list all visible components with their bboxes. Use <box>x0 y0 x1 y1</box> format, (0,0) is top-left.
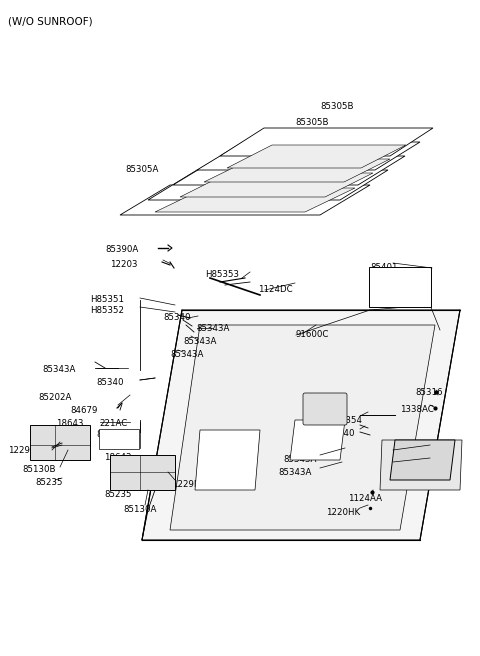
Text: H85363: H85363 <box>391 460 425 469</box>
Polygon shape <box>30 425 90 460</box>
Text: 18643: 18643 <box>104 453 132 462</box>
Text: 1229MA: 1229MA <box>172 480 207 489</box>
Polygon shape <box>110 455 175 490</box>
Text: 18643: 18643 <box>56 419 84 428</box>
Polygon shape <box>197 142 420 170</box>
Text: 1124AA: 1124AA <box>348 494 382 503</box>
Text: 85202A: 85202A <box>38 393 72 402</box>
Polygon shape <box>390 440 455 480</box>
Text: 12203: 12203 <box>110 260 137 269</box>
Text: 85343A: 85343A <box>278 468 312 477</box>
Text: 85305B: 85305B <box>295 118 328 127</box>
Text: 85401: 85401 <box>370 263 397 272</box>
Text: 85390A: 85390A <box>105 245 138 254</box>
Text: H85362: H85362 <box>391 448 425 457</box>
Text: 85235: 85235 <box>35 478 62 487</box>
Text: 85340: 85340 <box>96 378 123 387</box>
FancyBboxPatch shape <box>99 429 139 449</box>
Text: 85343A: 85343A <box>283 455 316 464</box>
Text: 85343A: 85343A <box>183 337 216 346</box>
Polygon shape <box>204 159 390 182</box>
Text: 1124DC: 1124DC <box>258 285 293 294</box>
Text: 1220HK: 1220HK <box>326 508 360 517</box>
Text: 85235: 85235 <box>104 490 132 499</box>
Text: H85352: H85352 <box>90 306 124 315</box>
Text: 85305B: 85305B <box>270 133 303 142</box>
Text: 85343A: 85343A <box>170 350 204 359</box>
Polygon shape <box>180 173 373 197</box>
Polygon shape <box>220 128 433 156</box>
Polygon shape <box>173 156 405 185</box>
Polygon shape <box>142 310 460 540</box>
Text: H85354: H85354 <box>328 416 362 425</box>
Text: 91600C: 91600C <box>296 330 329 339</box>
Polygon shape <box>120 185 370 215</box>
Text: 85305A: 85305A <box>125 165 158 174</box>
Text: 85343A: 85343A <box>196 324 229 333</box>
Polygon shape <box>170 325 435 530</box>
Polygon shape <box>148 170 388 200</box>
Polygon shape <box>380 440 462 490</box>
Text: H85353: H85353 <box>205 270 239 279</box>
Text: 85316: 85316 <box>415 388 443 397</box>
Text: 84679: 84679 <box>70 406 97 415</box>
Polygon shape <box>290 420 345 460</box>
Text: 1229MA: 1229MA <box>8 446 43 455</box>
Text: 85201A: 85201A <box>96 430 130 439</box>
FancyBboxPatch shape <box>369 267 431 307</box>
Text: 85305B: 85305B <box>320 102 353 111</box>
FancyBboxPatch shape <box>303 393 347 425</box>
Polygon shape <box>195 430 260 490</box>
Text: H85351: H85351 <box>90 295 124 304</box>
Text: (W/O SUNROOF): (W/O SUNROOF) <box>8 16 93 26</box>
Text: 85340: 85340 <box>163 313 191 322</box>
Text: 85130B: 85130B <box>22 465 56 474</box>
Text: 85340: 85340 <box>327 429 355 438</box>
Text: 221AC: 221AC <box>99 419 127 428</box>
Text: 85130A: 85130A <box>123 505 156 514</box>
Text: 85305B: 85305B <box>245 149 278 158</box>
Text: 85343A: 85343A <box>42 365 75 374</box>
Text: 1338AC: 1338AC <box>400 405 434 414</box>
Polygon shape <box>155 188 355 212</box>
Polygon shape <box>227 145 406 168</box>
